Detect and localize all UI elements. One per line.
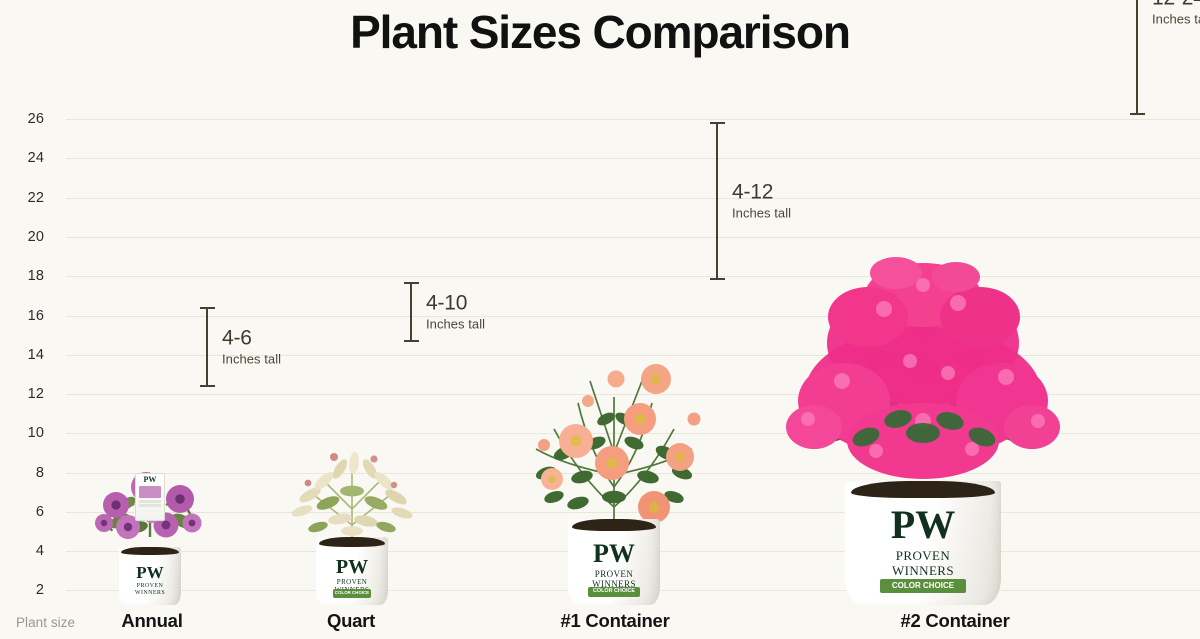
- foliage-container-1: [520, 357, 708, 529]
- container1-foliage-svg: [535, 364, 701, 525]
- y-tick-20: 20: [27, 228, 44, 245]
- plant-image-quart: PW PROVEN WINNERS COLOR CHOICE: [288, 443, 416, 605]
- measure-cap-top: [403, 282, 419, 284]
- gridlines: 26 24 22 20 18 16 14 12 10 8 6 4 2: [27, 110, 1200, 598]
- color-choice-badge-container-2: COLOR CHOICE: [880, 578, 966, 593]
- plant-group-container-2: PW PROVEN WINNERS COLOR CHOICE 12-24 Inc…: [778, 0, 1200, 605]
- x-axis-title: Plant size: [16, 615, 76, 630]
- measure-cap-top: [709, 122, 725, 124]
- measure-range: 4-6: [222, 326, 252, 350]
- measure-label-annual: 4-6 Inches tall: [222, 327, 281, 368]
- container2-foliage-svg: [786, 257, 1060, 479]
- y-tick-6: 6: [35, 503, 44, 520]
- pot-brand-annual: PW PROVEN WINNERS: [134, 563, 166, 596]
- measure-range: 4-12: [732, 180, 774, 204]
- x-tick-container-1: #1 Container: [560, 610, 670, 631]
- measure-cap-bottom: [403, 340, 419, 342]
- plant-group-container-1: PW PROVEN WINNERS COLOR CHOICE 4-12 Inch…: [518, 122, 791, 605]
- plot-area: 26 24 22 20 18 16 14 12 10 8 6 4 2: [27, 0, 1200, 605]
- measure-label-quart: 4-10 Inches tall: [426, 292, 485, 333]
- measure-range: 12-24: [1152, 0, 1200, 10]
- plant-image-annual: PW PW PROVEN WINNERS: [94, 457, 206, 605]
- y-tick-2: 2: [35, 581, 44, 598]
- x-tick-container-2: #2 Container: [900, 610, 1010, 631]
- pot-annual: PW PROVEN WINNERS: [119, 547, 181, 605]
- measure-cap-bottom: [709, 278, 725, 280]
- gridline: [66, 355, 1200, 356]
- color-choice-badge-container-1: COLOR CHOICE: [588, 587, 640, 597]
- x-tick-annual: Annual: [121, 610, 183, 631]
- plant-group-annual: PW PW PROVEN WINNERS: [88, 307, 281, 605]
- soil-container-1: [571, 519, 657, 532]
- plant-group-quart: PW PROVEN WINNERS COLOR CHOICE 4-10 Inch…: [282, 282, 485, 605]
- measure-unit: Inches tall: [732, 205, 792, 221]
- measure-line: [206, 307, 208, 387]
- pot-container-1: PW PROVEN WINNERS COLOR CHOICE: [568, 519, 660, 605]
- measure-line: [1136, 0, 1138, 115]
- foliage-quart: [288, 439, 416, 543]
- soil-container-2: [851, 481, 995, 499]
- gridline: [66, 237, 1200, 238]
- soil-annual: [121, 547, 179, 556]
- pot-quart: PW PROVEN WINNERS COLOR CHOICE: [316, 537, 388, 605]
- gridline: [66, 394, 1200, 395]
- color-choice-badge-quart: COLOR CHOICE: [333, 589, 371, 598]
- pot-container-2: PW PROVEN WINNERS COLOR CHOICE: [845, 481, 1001, 605]
- gridline: [66, 512, 1200, 513]
- gridline: [66, 158, 1200, 159]
- y-tick-4: 4: [35, 542, 44, 559]
- measure-range: 4-10: [426, 291, 468, 315]
- y-tick-18: 18: [27, 267, 44, 284]
- measure-label-container-2: 12-24 Inches tall: [1152, 0, 1200, 27]
- y-tick-14: 14: [27, 346, 44, 363]
- y-tick-16: 16: [27, 307, 44, 324]
- measure-unit: Inches tall: [222, 351, 282, 367]
- measure-line: [410, 282, 412, 342]
- plant-image-container-1: PW PROVEN WINNERS COLOR CHOICE: [520, 363, 708, 605]
- y-tick-10: 10: [27, 424, 44, 441]
- soil-quart: [318, 537, 386, 547]
- measure-cap-top: [199, 307, 215, 309]
- plant-image-container-2: PW PROVEN WINNERS COLOR CHOICE: [780, 253, 1066, 605]
- y-tick-24: 24: [27, 149, 44, 166]
- gridline: [66, 433, 1200, 434]
- pot-brand-container-1: PW PROVEN WINNERS: [592, 539, 636, 589]
- pot-brand-container-2: PW PROVEN WINNERS: [890, 502, 956, 578]
- x-axis: Plant size Annual Quart #1 Container #2 …: [0, 605, 1200, 639]
- plant-tag-annual: PW: [135, 473, 165, 521]
- measure-cap-bottom: [199, 385, 215, 387]
- measure-unit: Inches tall: [426, 316, 486, 332]
- gridline: [66, 198, 1200, 199]
- measure-label-container-1: 4-12 Inches tall: [732, 181, 791, 222]
- y-tick-26: 26: [27, 110, 44, 127]
- measure-line: [716, 122, 718, 280]
- y-tick-12: 12: [27, 385, 44, 402]
- foliage-container-2: [780, 251, 1066, 495]
- gridline: [66, 473, 1200, 474]
- gridline: [66, 276, 1200, 277]
- x-tick-quart: Quart: [326, 610, 376, 631]
- quart-foliage-svg: [291, 452, 413, 539]
- gridline: [66, 119, 1200, 120]
- measure-unit: Inches tall: [1152, 11, 1200, 27]
- y-tick-22: 22: [27, 189, 44, 206]
- page-title: Plant Sizes Comparison: [350, 6, 851, 58]
- gridline: [66, 316, 1200, 317]
- y-tick-8: 8: [35, 464, 44, 481]
- measure-cap-bottom: [1129, 113, 1145, 115]
